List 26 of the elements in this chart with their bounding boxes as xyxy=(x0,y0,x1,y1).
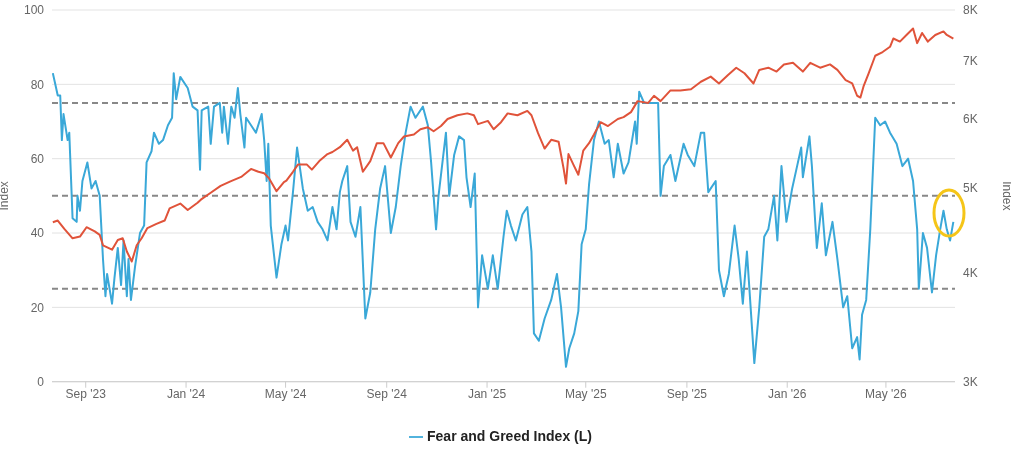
y-axis-title: Index xyxy=(0,181,12,211)
y-tick-label: 40 xyxy=(30,226,45,241)
line-series xyxy=(52,72,955,368)
y-tick-label: 60 xyxy=(30,151,45,166)
y-tick-label: 80 xyxy=(30,77,45,92)
y2-tick-label: 7K xyxy=(963,53,978,68)
x-tick-label: Sep '25 xyxy=(666,387,708,402)
x-tick-label: Jan '25 xyxy=(467,387,507,402)
line-series xyxy=(52,27,955,263)
x-tick-label: Jan '26 xyxy=(768,387,807,402)
x-tick-label: May '24 xyxy=(264,387,307,402)
y2-tick-label: 3K xyxy=(963,374,978,389)
x-tick-label: Sep '24 xyxy=(366,387,408,402)
x-tick-label: May '25 xyxy=(564,387,607,402)
x-tick-label: Sep '23 xyxy=(65,387,107,402)
y-tick-label: 0 xyxy=(37,374,45,389)
y-tick-label: 100 xyxy=(23,3,45,18)
y2-axis-title: Index xyxy=(999,181,1011,211)
y2-tick-label: 8K xyxy=(963,3,978,18)
y-tick-label: 20 xyxy=(30,300,45,315)
y2-tick-label: 4K xyxy=(963,265,978,280)
x-tick-label: Jan '24 xyxy=(166,387,206,402)
x-tick-label: May '26 xyxy=(865,387,908,402)
y2-tick-label: 5K xyxy=(963,181,978,196)
legend-label: Fear and Greed Index (L) xyxy=(427,427,592,444)
y2-tick-label: 6K xyxy=(963,112,978,127)
